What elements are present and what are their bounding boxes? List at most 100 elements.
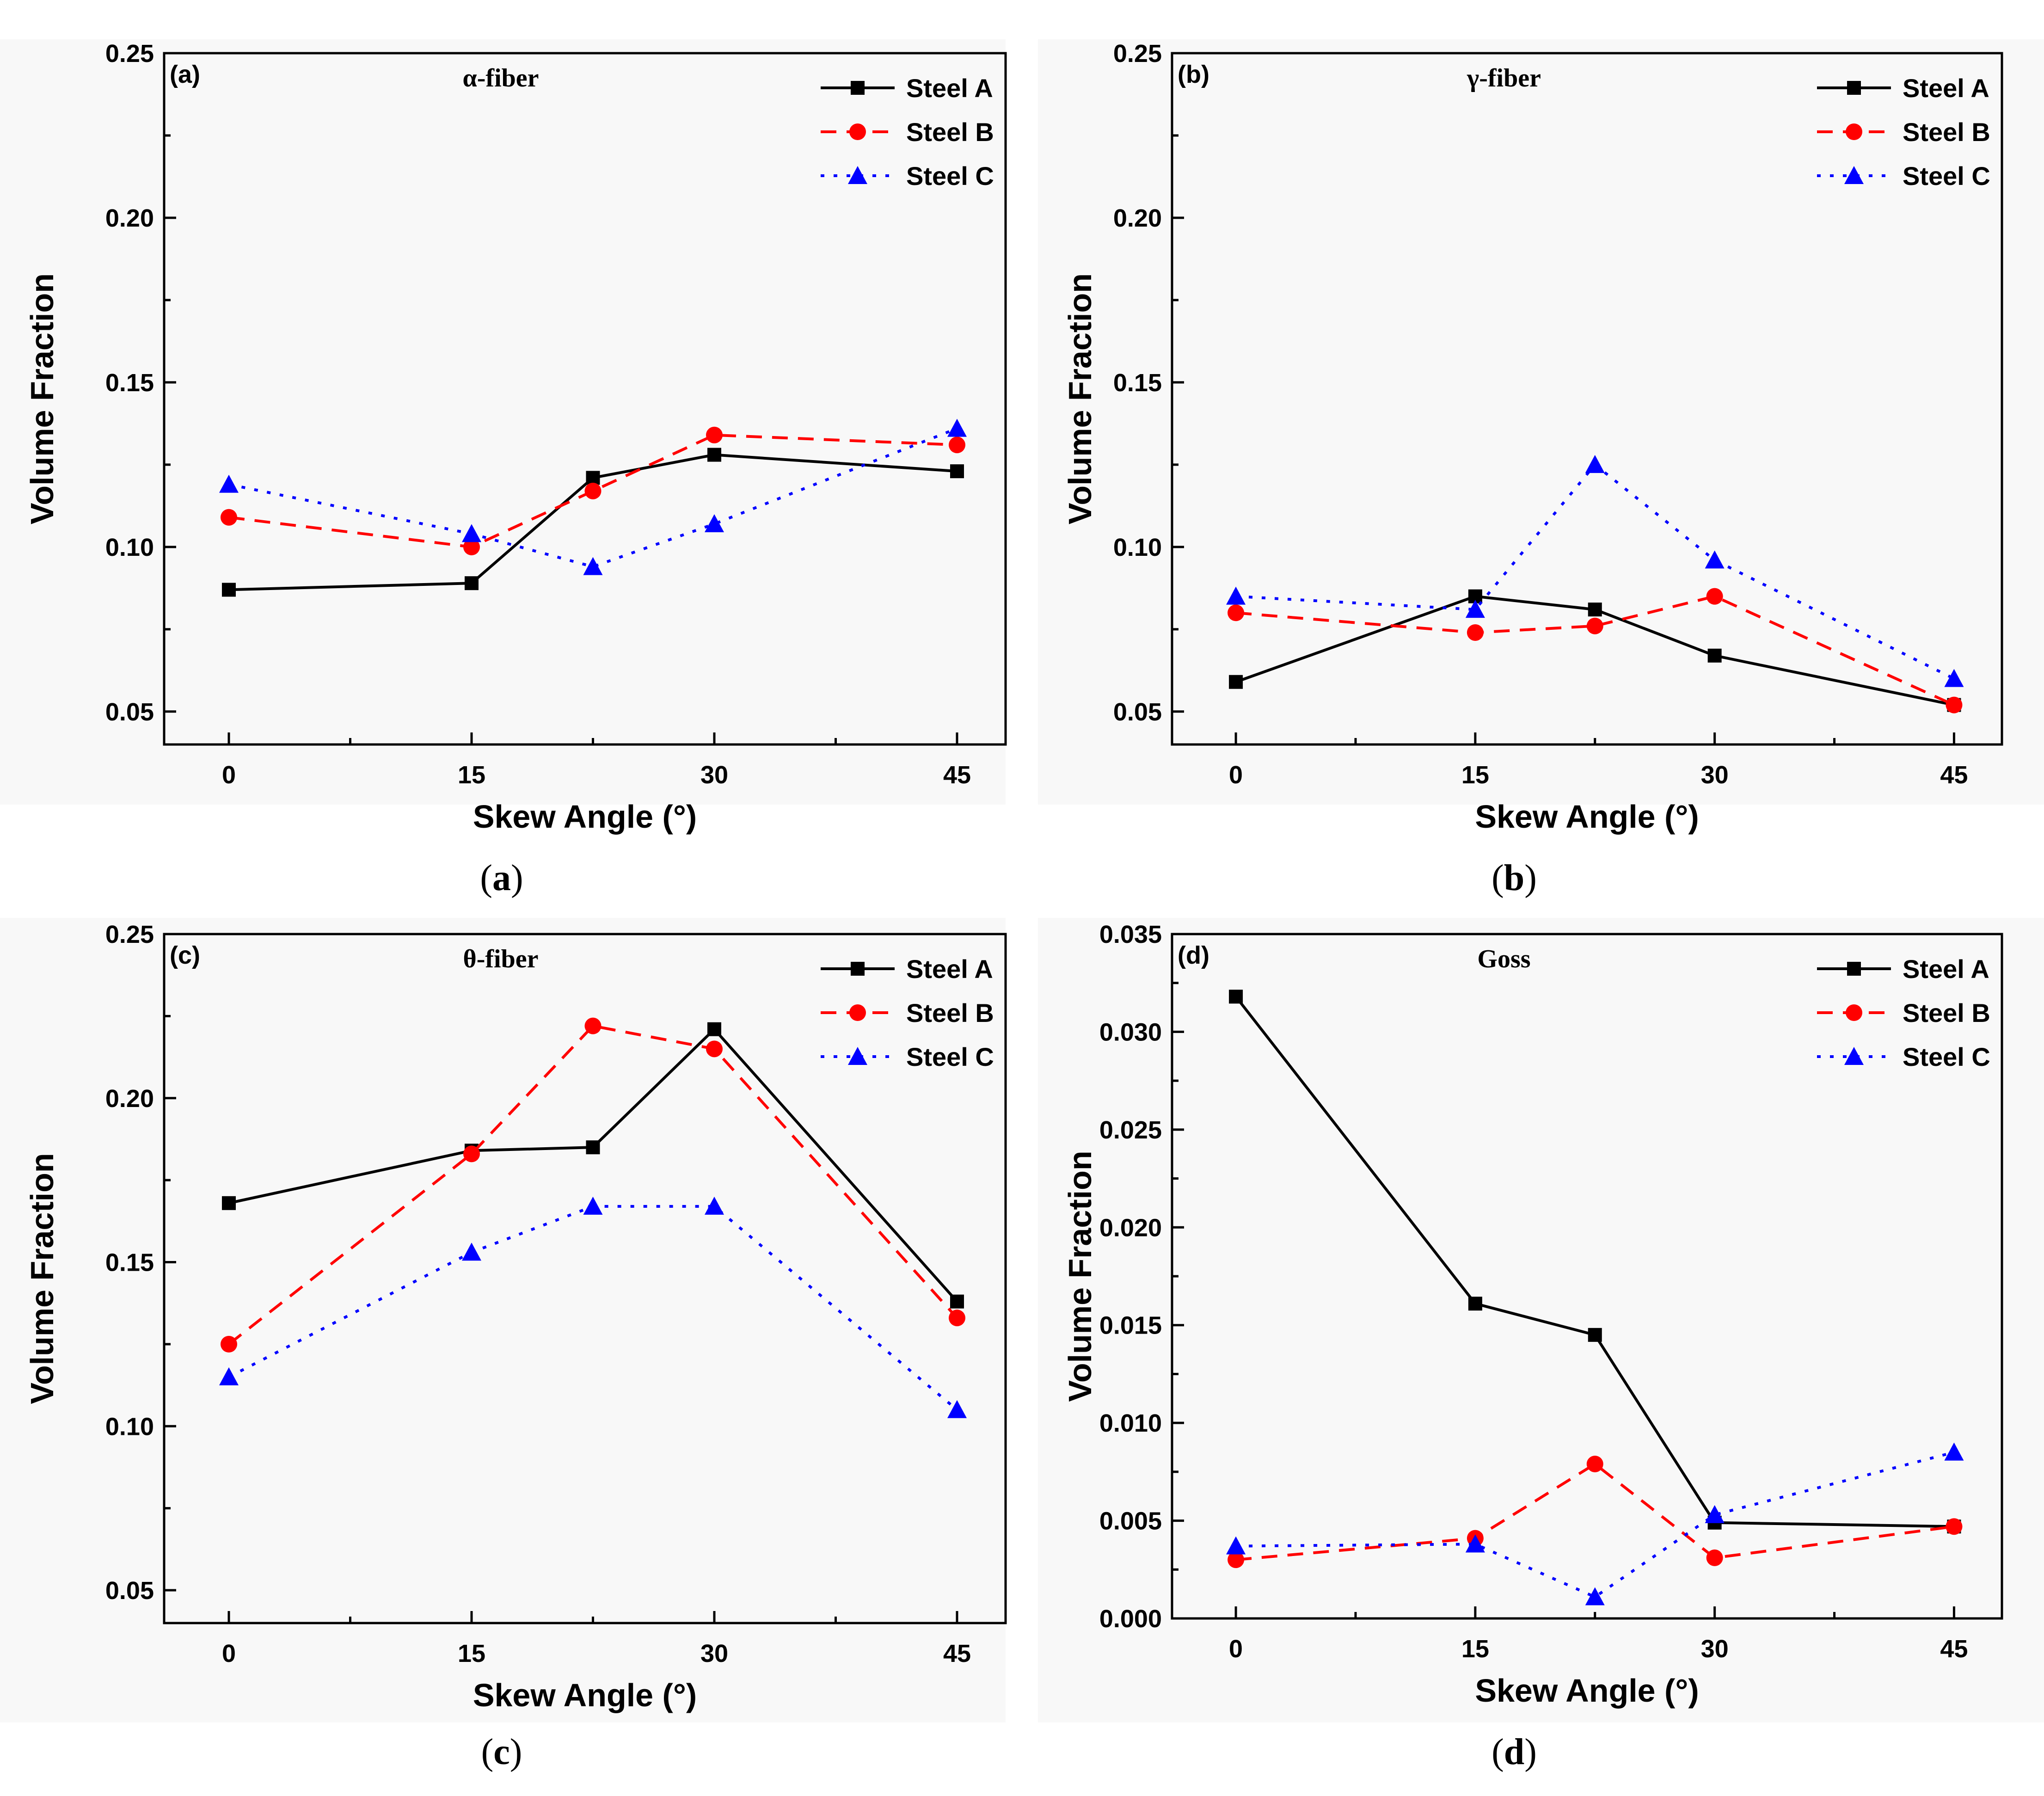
data-point-circle xyxy=(949,437,965,454)
legend-label: Steel C xyxy=(1903,1042,1990,1071)
data-point-triangle xyxy=(1465,1534,1485,1553)
x-axis-title: Skew Angle (°) xyxy=(473,799,697,835)
legend-item: Steel B xyxy=(821,998,994,1027)
y-tick-label: 0.05 xyxy=(105,698,154,726)
data-point-triangle xyxy=(1844,1047,1864,1065)
legend-label: Steel B xyxy=(1903,998,1990,1027)
series-line xyxy=(1235,1462,1954,1562)
legend-label: Steel C xyxy=(906,161,994,191)
plot-frame xyxy=(163,52,1007,746)
legend-label: Steel A xyxy=(1903,954,1989,984)
x-tick-label: 15 xyxy=(1461,761,1489,789)
y-tick-label: 0.15 xyxy=(1113,369,1162,397)
series-steel-b xyxy=(1228,1455,1963,1568)
y-tick-label: 0.10 xyxy=(105,534,154,561)
data-point-circle xyxy=(221,1335,237,1353)
series-steel-c xyxy=(219,1196,967,1418)
series-line xyxy=(1236,1451,1955,1599)
panel-tag: (d) xyxy=(1178,941,1209,969)
data-point-circle xyxy=(1586,617,1603,634)
data-point-circle xyxy=(949,1310,965,1327)
data-point-triangle xyxy=(462,524,481,542)
x-tick-label: 45 xyxy=(943,761,971,789)
legend-item: Steel C xyxy=(1817,1042,1990,1071)
y-tick-label: 0.025 xyxy=(1099,1116,1162,1144)
legend-label: Steel B xyxy=(906,117,994,147)
data-point-triangle xyxy=(583,557,603,575)
data-point-circle xyxy=(1467,624,1484,641)
data-point-square xyxy=(950,464,964,479)
panel-c: 0.05 0.10 0.15 0.20 0.25 0 15 30 45 Skew Angle (°… xyxy=(0,918,1007,1722)
y-tick-label: 0.05 xyxy=(105,1577,154,1605)
legend-item: Steel A xyxy=(821,954,993,984)
data-point-square xyxy=(707,448,721,462)
data-point-triangle xyxy=(848,1047,867,1065)
legend-label: Steel A xyxy=(1903,74,1989,103)
y-tick-label: 0.15 xyxy=(105,369,154,397)
legend-item: Steel C xyxy=(1817,161,1990,191)
y-tick-label: 0.25 xyxy=(105,40,154,68)
y-tick-label: 0.015 xyxy=(1099,1312,1162,1340)
data-point-triangle xyxy=(947,1400,967,1418)
series-line xyxy=(228,1024,958,1346)
data-point-square xyxy=(222,1196,236,1210)
y-tick-label: 0.20 xyxy=(105,204,154,232)
legend-item: Steel A xyxy=(1817,74,1989,103)
data-point-triangle xyxy=(848,166,867,184)
x-tick-label: 30 xyxy=(1701,761,1729,789)
data-point-circle xyxy=(1228,604,1245,621)
data-point-circle xyxy=(1706,588,1723,605)
data-point-square xyxy=(851,81,865,95)
data-point-triangle xyxy=(1465,600,1485,618)
legend-label: Steel B xyxy=(906,998,994,1027)
data-point-triangle xyxy=(705,1196,724,1215)
x-tick-label: 45 xyxy=(1940,1635,1968,1663)
data-point-square xyxy=(1468,1297,1482,1311)
panel-background xyxy=(0,39,1006,805)
data-point-triangle xyxy=(1705,550,1725,569)
panel-b: 0.05 0.10 0.15 0.20 0.25 0 15 30 45 Skew Angle (°… xyxy=(1038,39,2044,835)
series-line xyxy=(1235,595,1955,707)
panel-background xyxy=(0,918,1006,1722)
panel-tag: (b) xyxy=(1178,61,1209,88)
panel-title: γ-fiber xyxy=(1467,64,1541,92)
data-point-circle xyxy=(463,1145,480,1162)
data-point-triangle xyxy=(219,1367,239,1385)
panel-title: Goss xyxy=(1477,945,1530,973)
x-tick-label: 30 xyxy=(700,1640,728,1667)
x-tick-label: 15 xyxy=(458,1640,485,1667)
data-point-square xyxy=(1707,648,1722,663)
y-tick-label: 0.10 xyxy=(105,1413,154,1440)
y-tick-label: 0.010 xyxy=(1099,1409,1162,1437)
data-point-circle xyxy=(849,1004,866,1021)
y-tick-label: 0.020 xyxy=(1099,1214,1162,1242)
data-point-triangle xyxy=(1844,166,1864,184)
y-tick-label: 0.25 xyxy=(1113,40,1162,68)
panel-title: θ-fiber xyxy=(463,945,539,973)
y-tick-label: 0.20 xyxy=(105,1085,154,1113)
data-point-circle xyxy=(1846,1004,1862,1021)
data-point-triangle xyxy=(1944,669,1964,687)
y-tick-label: 0.20 xyxy=(1113,204,1162,232)
legend-item: Steel C xyxy=(821,161,994,191)
panel-title: α-fiber xyxy=(463,64,539,92)
data-point-triangle xyxy=(462,1242,481,1261)
y-tick-label: 0.030 xyxy=(1099,1018,1162,1046)
legend-item: Steel C xyxy=(821,1042,994,1071)
data-point-triangle xyxy=(583,1196,603,1215)
data-point-circle xyxy=(706,426,723,443)
data-point-square xyxy=(1847,962,1861,976)
plot-frame xyxy=(163,933,1007,1624)
x-tick-label: 0 xyxy=(222,761,236,789)
legend-item: Steel A xyxy=(1817,954,1989,984)
data-point-triangle xyxy=(705,514,724,533)
data-point-square xyxy=(1847,81,1861,95)
panel-tag: (a) xyxy=(170,61,200,88)
x-tick-label: 15 xyxy=(1461,1635,1489,1663)
x-axis-title: Skew Angle (°) xyxy=(1475,799,1699,835)
series-steel-c xyxy=(219,418,967,575)
y-axis-title: Volume Fraction xyxy=(24,1153,60,1404)
data-point-triangle xyxy=(947,418,967,437)
y-tick-label: 0.000 xyxy=(1099,1605,1162,1633)
data-point-circle xyxy=(1946,1518,1963,1535)
